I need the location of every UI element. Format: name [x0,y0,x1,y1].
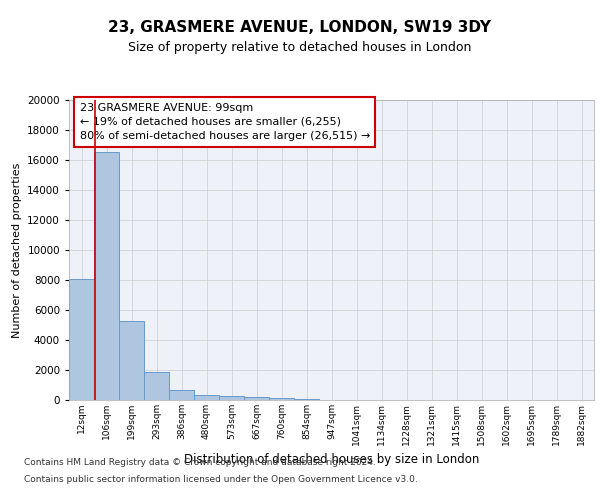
Y-axis label: Number of detached properties: Number of detached properties [11,162,22,338]
Bar [119,320,144,400]
Bar [269,398,294,400]
Bar [194,395,219,400]
X-axis label: Distribution of detached houses by size in London: Distribution of detached houses by size … [184,453,479,466]
Bar [69,278,94,400]
Text: 23, GRASMERE AVENUE, LONDON, SW19 3DY: 23, GRASMERE AVENUE, LONDON, SW19 3DY [109,20,491,35]
Bar [94,152,119,400]
Bar [169,390,194,400]
Text: 23 GRASMERE AVENUE: 99sqm
← 19% of detached houses are smaller (6,255)
80% of se: 23 GRASMERE AVENUE: 99sqm ← 19% of detac… [79,103,370,141]
Text: Size of property relative to detached houses in London: Size of property relative to detached ho… [128,41,472,54]
Text: Contains HM Land Registry data © Crown copyright and database right 2024.: Contains HM Land Registry data © Crown c… [24,458,376,467]
Bar [144,372,169,400]
Bar [244,397,269,400]
Text: Contains public sector information licensed under the Open Government Licence v3: Contains public sector information licen… [24,476,418,484]
Bar [294,398,319,400]
Bar [219,396,244,400]
